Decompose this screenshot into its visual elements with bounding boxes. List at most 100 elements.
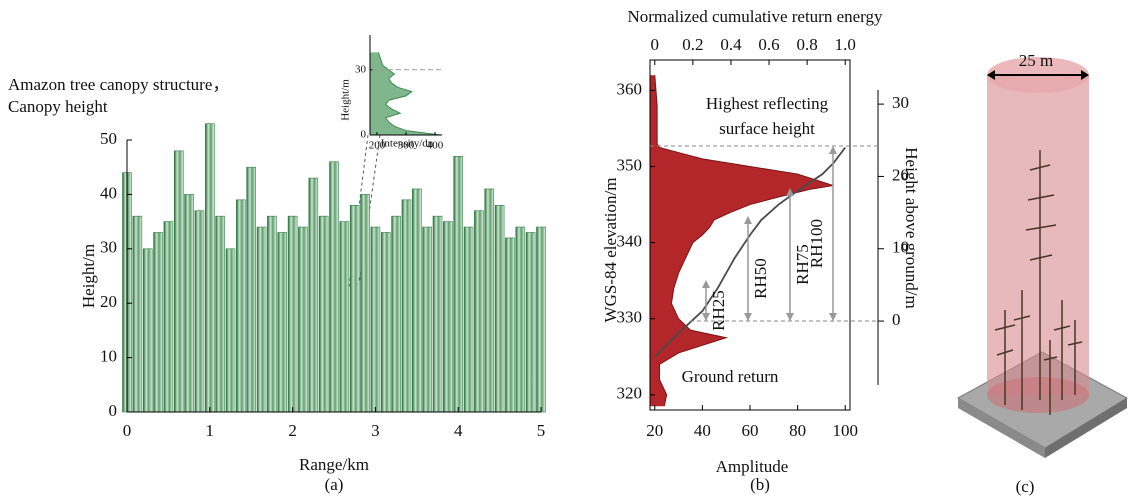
y-tick-label: 30 [100,238,117,257]
x-tick-label: 80 [789,421,806,440]
inset-y-label: Height/m [340,79,352,121]
arrowhead [829,313,837,322]
rh-label: RH75 [793,244,812,285]
arrowhead [702,313,710,322]
y2-tick-label: 10 [892,238,909,257]
canopy-bar [308,177,319,413]
y-tick-label: 20 [100,292,117,311]
caption: (c) [1016,477,1035,496]
rh-label: RH100 [807,219,826,268]
y-axis-label: Height/m [79,244,98,308]
y-tick-label: 350 [617,155,643,174]
intensity-profile [377,52,441,136]
x-tick-label: 2 [288,421,297,440]
canopy-bar [422,226,432,413]
canopy-bar [463,226,474,413]
arrowhead [1081,70,1089,80]
annotation: surface height [719,119,815,138]
canopy-bar [401,199,412,413]
canopy-bar [153,232,163,413]
canopy-bar [329,161,339,413]
arrowhead [702,280,710,288]
slab-side [1045,398,1127,458]
cylinder [987,75,1089,395]
canopy-bar [246,166,256,413]
y2-tick-label: 20 [892,165,909,184]
x-tick-label: 300 [398,140,415,152]
canopy-bar [287,215,298,413]
annotation: Ground return [682,367,779,386]
canopy-bar [194,210,205,413]
y2-tick-label: 0 [892,310,901,329]
y-tick-label: 50 [100,129,117,148]
caption: (b) [750,475,770,494]
canopy-bar [453,156,464,413]
cumulative-energy [654,146,846,358]
canopy-bar [205,123,215,413]
canopy-bar [432,215,443,413]
arrowhead [744,313,752,322]
plot-diagram [956,57,1129,458]
arrowhead [786,313,794,322]
x2-tick-label: 1.0 [835,35,856,54]
canopy-bar [411,188,422,413]
trees [994,150,1083,415]
x-tick-label: 100 [832,421,858,440]
canopy-bar [505,237,515,413]
canopy-bar [515,226,526,413]
y-tick-label: 40 [100,183,117,202]
x-tick-label: 400 [427,140,444,152]
canopy-bar [494,204,505,413]
x-tick-label: 1 [206,421,215,440]
x2-tick-label: 0.8 [797,35,818,54]
x2-tick-label: 0.2 [682,35,703,54]
x-tick-label: 200 [369,140,386,152]
y2-axis-label: Height above ground/m [902,147,921,308]
y-tick-label: 320 [617,384,643,403]
canopy-bar [132,215,143,413]
canopy-bar [215,215,225,413]
canopy-bar [525,232,536,413]
x2-tick-label: 0 [651,35,660,54]
y-tick-label: 340 [617,232,643,251]
canopy-bar [536,226,546,413]
y-tick-label: 330 [617,308,643,327]
y-tick-label: 0 [109,401,118,420]
canopy-bar [360,194,370,413]
subtitle: Canopy height [8,97,108,116]
canopy-bar [184,194,194,413]
x-tick-label: 4 [454,421,463,440]
waveform-fill [650,75,834,407]
rh-label: RH25 [709,290,728,331]
canopy-bar [277,232,288,413]
canopy-bar [142,248,153,413]
canopy-bar [298,226,308,413]
slab-side [958,398,1045,458]
x-tick-label: 0 [123,421,132,440]
canopy-bar [443,221,453,413]
x-tick-label: 20 [646,421,663,440]
canopy-bar [484,188,495,413]
canopy-bar [256,226,267,413]
y-tick-label: 360 [617,79,643,98]
y-tick-label: 0 [361,129,367,141]
canopy-bar [380,232,391,413]
canopy-bar [339,221,350,413]
arrowhead [829,146,837,154]
rh-label: RH50 [751,258,770,299]
caption: (a) [325,475,344,494]
x-tick-label: 40 [694,421,711,440]
y-tick-label: 30 [355,63,367,75]
canopy-bar [267,215,277,413]
arrowhead [744,216,752,224]
canopy-bar [474,210,484,413]
y-tick-label: 10 [100,347,117,366]
cylinder-base [987,377,1089,413]
arrowhead [987,70,995,80]
canopy-bar [318,215,329,413]
canopy-bar [236,199,246,413]
top-axis-label: Normalized cumulative return energy [627,7,883,26]
canopy-bar [370,226,381,413]
